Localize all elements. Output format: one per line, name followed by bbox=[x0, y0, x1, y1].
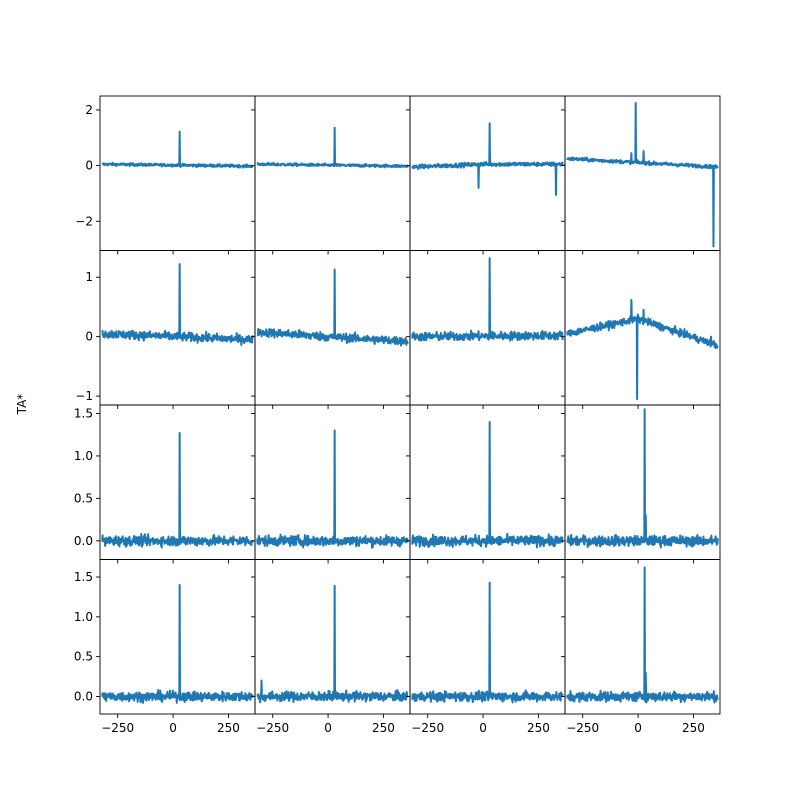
y-axis-label: TA* bbox=[15, 394, 29, 416]
panel-r3-c2 bbox=[251, 404, 411, 564]
panel-frame bbox=[409, 250, 566, 406]
x-tick-label: 250 bbox=[217, 721, 240, 735]
panel-r4-c2: −250 0 250 bbox=[251, 559, 411, 735]
x-tick-label: −250 bbox=[566, 721, 599, 735]
panel-frame bbox=[254, 250, 411, 406]
y-tick-label: −1 bbox=[75, 389, 93, 403]
x-tick-label: 250 bbox=[682, 721, 705, 735]
y-tick-label: 1.0 bbox=[74, 610, 93, 624]
spectrum-line bbox=[256, 268, 409, 347]
panel-frame bbox=[99, 95, 256, 251]
x-tick-label: −250 bbox=[101, 721, 134, 735]
x-tick-label: 250 bbox=[527, 721, 550, 735]
spectrum-line bbox=[411, 257, 564, 342]
spectrum-line bbox=[256, 584, 409, 704]
x-tick-label: 0 bbox=[324, 721, 332, 735]
spectrum-line bbox=[101, 263, 254, 346]
panel-r2-c2 bbox=[251, 250, 411, 409]
y-tick-label: 1.0 bbox=[74, 449, 93, 463]
panel-r4-c1: 0.0 0.5 1.0 1.5 −250 0 250 bbox=[74, 559, 256, 735]
spectrum-line bbox=[411, 122, 564, 196]
panel-r3-c3 bbox=[406, 404, 566, 564]
y-tick-label: 1.5 bbox=[74, 406, 93, 420]
y-tick-label: 0.0 bbox=[74, 534, 93, 548]
y-tick-label: 1 bbox=[85, 270, 93, 284]
y-tick-label: 0.0 bbox=[74, 689, 93, 703]
panel-r4-c4: −250 0 250 bbox=[561, 559, 721, 735]
y-tick-label: 1.5 bbox=[74, 570, 93, 584]
panel-frame bbox=[254, 95, 411, 251]
y-tick-label: 0.5 bbox=[74, 650, 93, 664]
spectrum-line bbox=[566, 566, 719, 704]
panel-r1-c2 bbox=[251, 95, 411, 255]
panel-r2-c1: −1 0 1 bbox=[75, 250, 256, 409]
y-tick-label: 0 bbox=[85, 159, 93, 173]
spectrum-line bbox=[566, 408, 719, 549]
panel-r3-c1: 0.0 0.5 1.0 1.5 bbox=[74, 404, 256, 564]
panel-frame bbox=[409, 95, 566, 251]
spectrum-line bbox=[101, 130, 254, 169]
spectrum-line bbox=[256, 429, 409, 549]
panel-frame bbox=[564, 250, 721, 406]
x-tick-label: −250 bbox=[411, 721, 444, 735]
x-tick-label: 0 bbox=[479, 721, 487, 735]
x-tick-label: −250 bbox=[256, 721, 289, 735]
y-tick-label: −2 bbox=[75, 214, 93, 228]
panel-r2-c3 bbox=[406, 250, 566, 409]
panel-frame bbox=[564, 559, 721, 715]
spectrum-line bbox=[566, 298, 719, 401]
panel-frame bbox=[99, 250, 256, 406]
panel-frame bbox=[99, 559, 256, 715]
y-tick-label: 0.5 bbox=[74, 491, 93, 505]
spectrum-line bbox=[411, 420, 564, 549]
panel-r1-c4 bbox=[561, 95, 721, 255]
y-tick-label: 2 bbox=[85, 103, 93, 117]
x-tick-label: 0 bbox=[634, 721, 642, 735]
panel-frame bbox=[254, 559, 411, 715]
panel-frame bbox=[564, 95, 721, 251]
panel-grid: −2 0 2 −1 0 1 0.0 0.5 1.0 1.5 0.0 0.5 1.0 1.5 −250 0 250… bbox=[74, 95, 721, 735]
x-tick-label: 0 bbox=[169, 721, 177, 735]
panel-r3-c4 bbox=[561, 404, 721, 564]
y-tick-label: 0 bbox=[85, 330, 93, 344]
spectrum-line bbox=[101, 432, 254, 549]
spectrum-line bbox=[566, 101, 719, 248]
spectrum-line bbox=[256, 126, 409, 169]
spectrum-line bbox=[411, 581, 564, 704]
panel-r1-c3 bbox=[406, 95, 566, 255]
panel-r1-c1: −2 0 2 bbox=[75, 95, 256, 255]
x-tick-label: 250 bbox=[372, 721, 395, 735]
panel-r4-c3: −250 0 250 bbox=[406, 559, 566, 735]
panel-r2-c4 bbox=[561, 250, 721, 409]
spectrum-line bbox=[101, 583, 254, 704]
